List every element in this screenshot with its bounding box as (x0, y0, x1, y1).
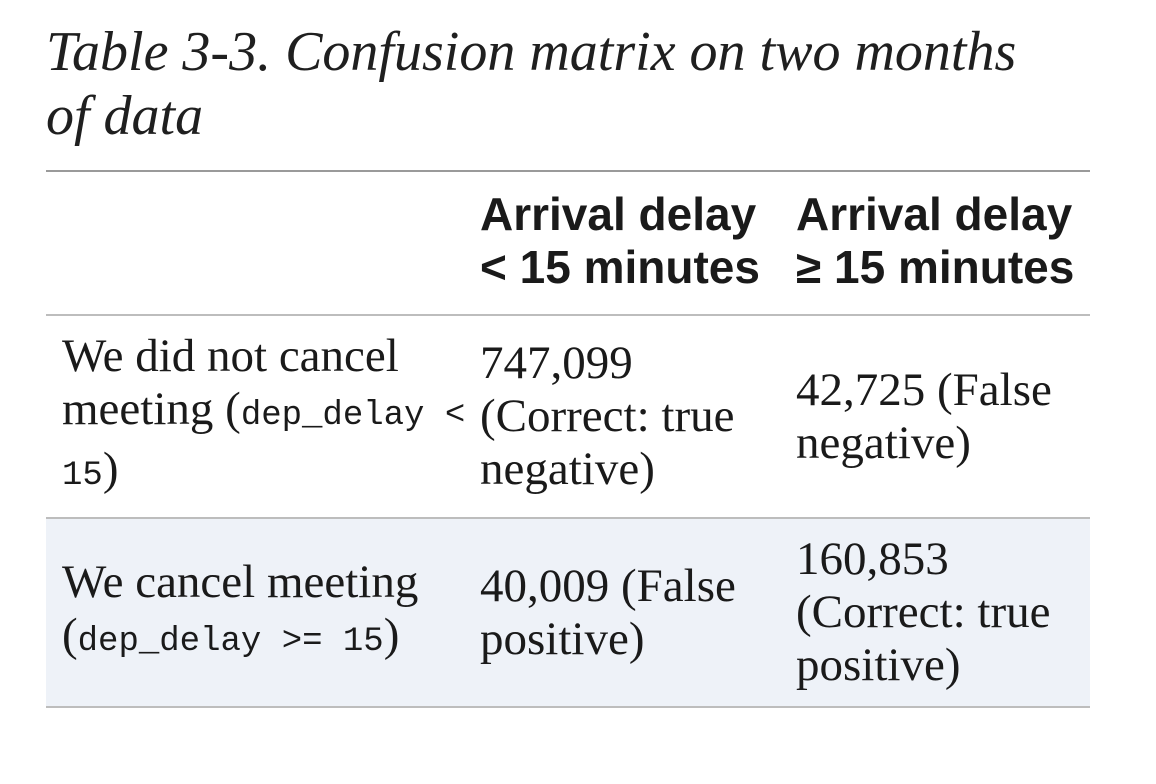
row-label-code: dep_delay < 15 (62, 397, 466, 495)
table-row: We did not cancel meeting (dep_delay < 1… (46, 315, 1090, 518)
confusion-matrix-table: Arrival delay < 15 minutes Arrival delay… (46, 170, 1090, 708)
table-caption: Table 3-3. Confusion matrix on two month… (46, 20, 1046, 148)
caption-label: Table 3-3. (46, 21, 272, 83)
row-label: We cancel meet­ing (dep_delay >= 15) (46, 518, 468, 707)
header-cell-arrival-delay-15-or-more: Arrival delay ≥ 15 minutes (796, 188, 1075, 293)
header-cell-arrival-delay-under-15: Arrival delay < 15 minutes (480, 188, 760, 293)
caption-title: Confusion matrix on two months of data (46, 21, 1017, 147)
header-cell-empty (46, 171, 468, 315)
row-label-suffix: ) (383, 609, 400, 661)
header-row: Arrival delay < 15 minutes Arrival delay… (46, 171, 1090, 315)
row-label-text: We cancel meet­ing ( (62, 556, 419, 661)
table-row: We cancel meet­ing (dep_delay >= 15) 40,… (46, 518, 1090, 707)
row-label: We did not cancel meeting (dep_delay < 1… (46, 315, 468, 518)
row-label-code: dep_delay >= 15 (77, 623, 384, 661)
table-cell: 40,009 (False positive) (480, 559, 736, 665)
row-label-suffix: ) (102, 443, 119, 495)
table-cell: 160,853 (Correct: true positive) (796, 533, 1051, 691)
row-label-text: We did not cancel meeting ( (62, 330, 399, 435)
table-cell: 42,725 (False negative) (796, 363, 1052, 469)
table-cell: 747,099 (Correct: true negative) (480, 337, 735, 495)
